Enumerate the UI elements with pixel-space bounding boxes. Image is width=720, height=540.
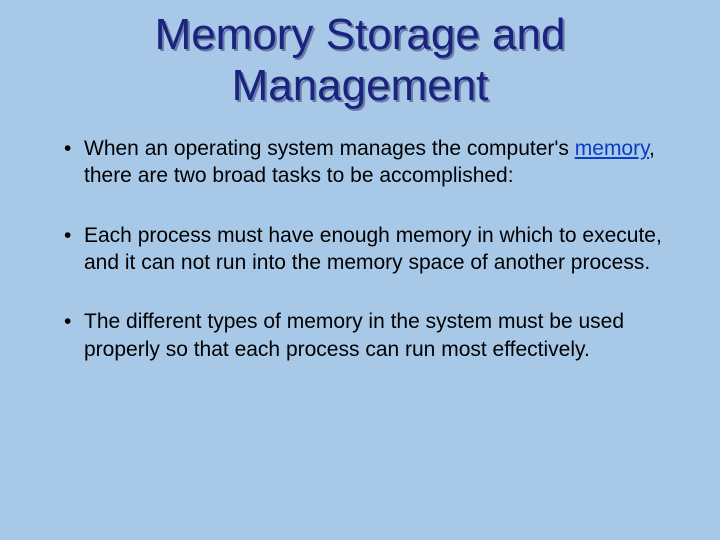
bullet-text-pre: When an operating system manages the com… bbox=[84, 137, 575, 160]
bullet-list: When an operating system manages the com… bbox=[40, 135, 680, 363]
list-item: Each process must have enough memory in … bbox=[64, 222, 680, 277]
list-item: The different types of memory in the sys… bbox=[64, 308, 680, 363]
memory-link[interactable]: memory bbox=[575, 137, 649, 160]
bullet-text-pre: The different types of memory in the sys… bbox=[84, 310, 624, 360]
bullet-text-pre: Each process must have enough memory in … bbox=[84, 224, 662, 274]
list-item: When an operating system manages the com… bbox=[64, 135, 680, 190]
slide-title: Memory Storage and Management bbox=[40, 10, 680, 111]
